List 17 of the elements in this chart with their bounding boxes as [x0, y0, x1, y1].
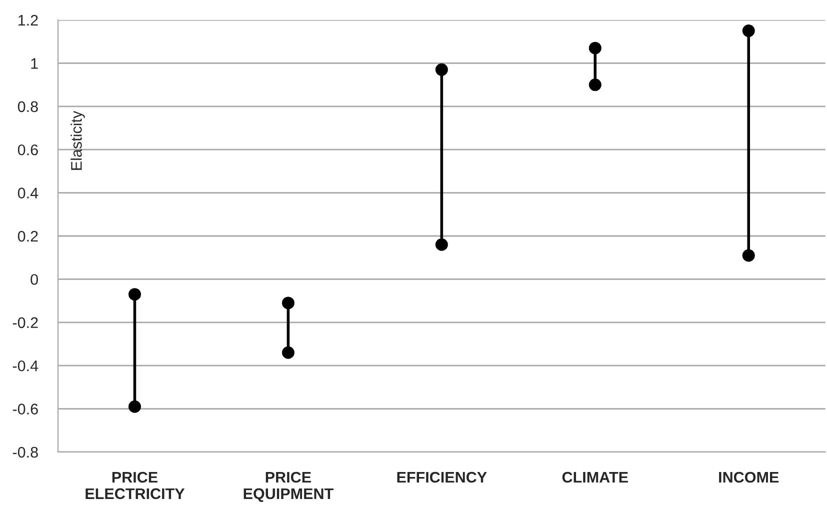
- y-axis-title: Elasticity: [70, 110, 85, 170]
- y-tick-label: 0.2: [18, 230, 38, 242]
- x-tick-label: PRICE ELECTRICITY: [86, 472, 185, 500]
- y-tick-label: -0.8: [12, 446, 38, 458]
- x-tick-label: EFFICIENCY: [397, 472, 487, 483]
- x-tick-label: PRICE EQUIPMENT: [244, 472, 334, 502]
- y-tick-label: -0.4: [12, 360, 38, 372]
- y-tick-label: 0.8: [18, 101, 38, 112]
- x-tick-label: CLIMATE: [562, 472, 628, 483]
- y-tick-label: 0.4: [18, 188, 38, 198]
- y-tick-label: 0: [30, 274, 38, 285]
- x-tick-label: INCOME: [719, 472, 779, 483]
- y-tick-label: -0.2: [12, 317, 38, 328]
- y-tick-label: 1: [31, 58, 38, 69]
- y-tick-label: 0.6: [18, 144, 38, 156]
- y-tick-label: -0.6: [12, 404, 38, 414]
- y-tick-label: 1.2: [18, 14, 38, 26]
